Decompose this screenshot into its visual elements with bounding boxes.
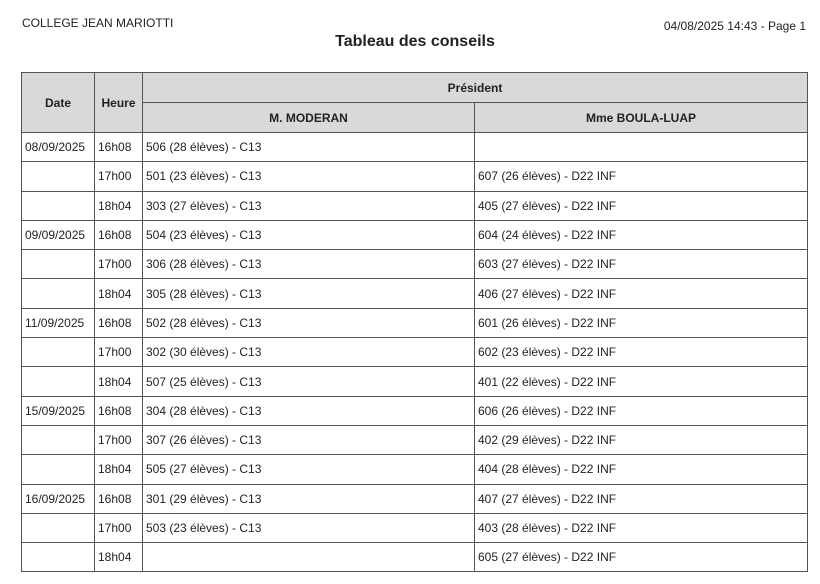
- table-row: 18h04 303 (27 élèves) - C13 405 (27 élèves…: [21, 190, 808, 221]
- cell-heure: 16h08: [94, 483, 143, 514]
- cell-heure: 18h04: [94, 278, 143, 309]
- table-row: 17h00 302 (30 élèves) - C13 602 (23 élèves…: [21, 337, 808, 368]
- cell-p1: 302 (30 élèves) - C13: [142, 337, 475, 368]
- page-title: Tableau des conseils: [335, 33, 495, 50]
- table-row: 18h04 505 (27 élèves) - C13 404 (28 élèves…: [21, 454, 808, 485]
- cell-date: [21, 278, 95, 309]
- cell-date: [21, 454, 95, 485]
- table-row: 09/09/2025 16h08 504 (23 élèves) - C13 604 …: [21, 219, 808, 251]
- cell-p2: 401 (22 élèves) - D22 INF: [474, 366, 808, 397]
- header-date: Date: [21, 72, 95, 133]
- cell-p2: 407 (27 élèves) - D22 INF: [474, 483, 808, 514]
- cell-heure: 18h04: [94, 542, 143, 573]
- table-row: 15/09/2025 16h08 304 (28 élèves) - C13 606 …: [21, 395, 808, 426]
- cell-date: [21, 542, 95, 573]
- table-row: 17h00 307 (26 élèves) - C13 402 (29 élèves…: [21, 424, 808, 456]
- cell-heure: 16h08: [94, 395, 143, 426]
- cell-p1: 304 (28 élèves) - C13: [142, 395, 475, 426]
- cell-p1: 306 (28 élèves) - C13: [142, 249, 475, 280]
- cell-p2: 605 (27 élèves) - D22 INF: [474, 542, 808, 573]
- cell-p2: 607 (26 élèves) - D22 INF: [474, 161, 808, 192]
- table-row: 18h04 605 (27 élèves) - D22 INF: [21, 542, 808, 573]
- cell-p2: 604 (24 élèves) - D22 INF: [474, 219, 808, 251]
- cell-p2: 405 (27 élèves) - D22 INF: [474, 190, 808, 221]
- table-row: 17h00 501 (23 élèves) - C13 607 (26 élèves…: [21, 161, 808, 192]
- cell-p2: 602 (23 élèves) - D22 INF: [474, 337, 808, 368]
- cell-p1: 303 (27 élèves) - C13: [142, 190, 475, 221]
- table-row: 08/09/2025 16h08 506 (28 élèves) - C13: [21, 131, 808, 163]
- cell-date: [21, 337, 95, 368]
- cell-p1: 502 (28 élèves) - C13: [142, 307, 475, 339]
- table-row: 16/09/2025 16h08 301 (29 élèves) - C13 407 …: [21, 483, 808, 514]
- cell-date: [21, 161, 95, 192]
- print-timestamp: 04/08/2025 14:43 - Page 1: [663, 19, 806, 33]
- cell-heure: 18h04: [94, 366, 143, 397]
- cell-p2: 403 (28 élèves) - D22 INF: [474, 512, 808, 544]
- cell-date: 16/09/2025: [21, 483, 95, 514]
- cell-p2: [474, 131, 808, 163]
- table-row: 17h00 306 (28 élèves) - C13 603 (27 élèves…: [21, 249, 808, 280]
- cell-date: [21, 249, 95, 280]
- cell-p2: 406 (27 élèves) - D22 INF: [474, 278, 808, 309]
- header-president: Président: [142, 72, 808, 103]
- cell-heure: 16h08: [94, 131, 143, 163]
- cell-date: [21, 424, 95, 456]
- cell-heure: 17h00: [94, 337, 143, 368]
- cell-p1: 301 (29 élèves) - C13: [142, 483, 475, 514]
- cell-heure: 16h08: [94, 219, 143, 251]
- cell-heure: 17h00: [94, 249, 143, 280]
- cell-heure: 17h00: [94, 161, 143, 192]
- cell-heure: 17h00: [94, 424, 143, 456]
- header-heure: Heure: [94, 72, 143, 133]
- cell-p2: 606 (26 élèves) - D22 INF: [474, 395, 808, 426]
- cell-date: [21, 366, 95, 397]
- cell-heure: 16h08: [94, 307, 143, 339]
- school-name: COLLEGE JEAN MARIOTTI: [22, 16, 174, 30]
- cell-p1: 505 (27 élèves) - C13: [142, 454, 475, 485]
- cell-p1: 504 (23 élèves) - C13: [142, 219, 475, 251]
- cell-p1: 305 (28 élèves) - C13: [142, 278, 475, 309]
- cell-date: [21, 190, 95, 221]
- table-row: 11/09/2025 16h08 502 (28 élèves) - C13 601 …: [21, 307, 808, 339]
- cell-date: 09/09/2025: [21, 219, 95, 251]
- cell-p1: 501 (23 élèves) - C13: [142, 161, 475, 192]
- table-row: 17h00 503 (23 élèves) - C13 403 (28 élèves…: [21, 512, 808, 544]
- cell-p2: 402 (29 élèves) - D22 INF: [474, 424, 808, 456]
- cell-p2: 601 (26 élèves) - D22 INF: [474, 307, 808, 339]
- table-row: 18h04 507 (25 élèves) - C13 401 (22 élèves…: [21, 366, 808, 397]
- cell-date: 15/09/2025: [21, 395, 95, 426]
- header-president-1: M. MODERAN: [142, 102, 475, 133]
- cell-date: 11/09/2025: [21, 307, 95, 339]
- cell-heure: 18h04: [94, 190, 143, 221]
- cell-date: 08/09/2025: [21, 131, 95, 163]
- cell-p2: 404 (28 élèves) - D22 INF: [474, 454, 808, 485]
- table-row: 18h04 305 (28 élèves) - C13 406 (27 élèves…: [21, 278, 808, 309]
- cell-heure: 18h04: [94, 454, 143, 485]
- cell-p1: 506 (28 élèves) - C13: [142, 131, 475, 163]
- councils-table: Date Heure Président M. MODERAN Mme BOUL…: [21, 72, 808, 573]
- cell-heure: 17h00: [94, 512, 143, 544]
- header-president-2: Mme BOULA-LUAP: [474, 102, 808, 133]
- cell-date: [21, 512, 95, 544]
- cell-p1: 307 (26 élèves) - C13: [142, 424, 475, 456]
- cell-p1: [142, 542, 475, 573]
- cell-p2: 603 (27 élèves) - D22 INF: [474, 249, 808, 280]
- cell-p1: 507 (25 élèves) - C13: [142, 366, 475, 397]
- cell-p1: 503 (23 élèves) - C13: [142, 512, 475, 544]
